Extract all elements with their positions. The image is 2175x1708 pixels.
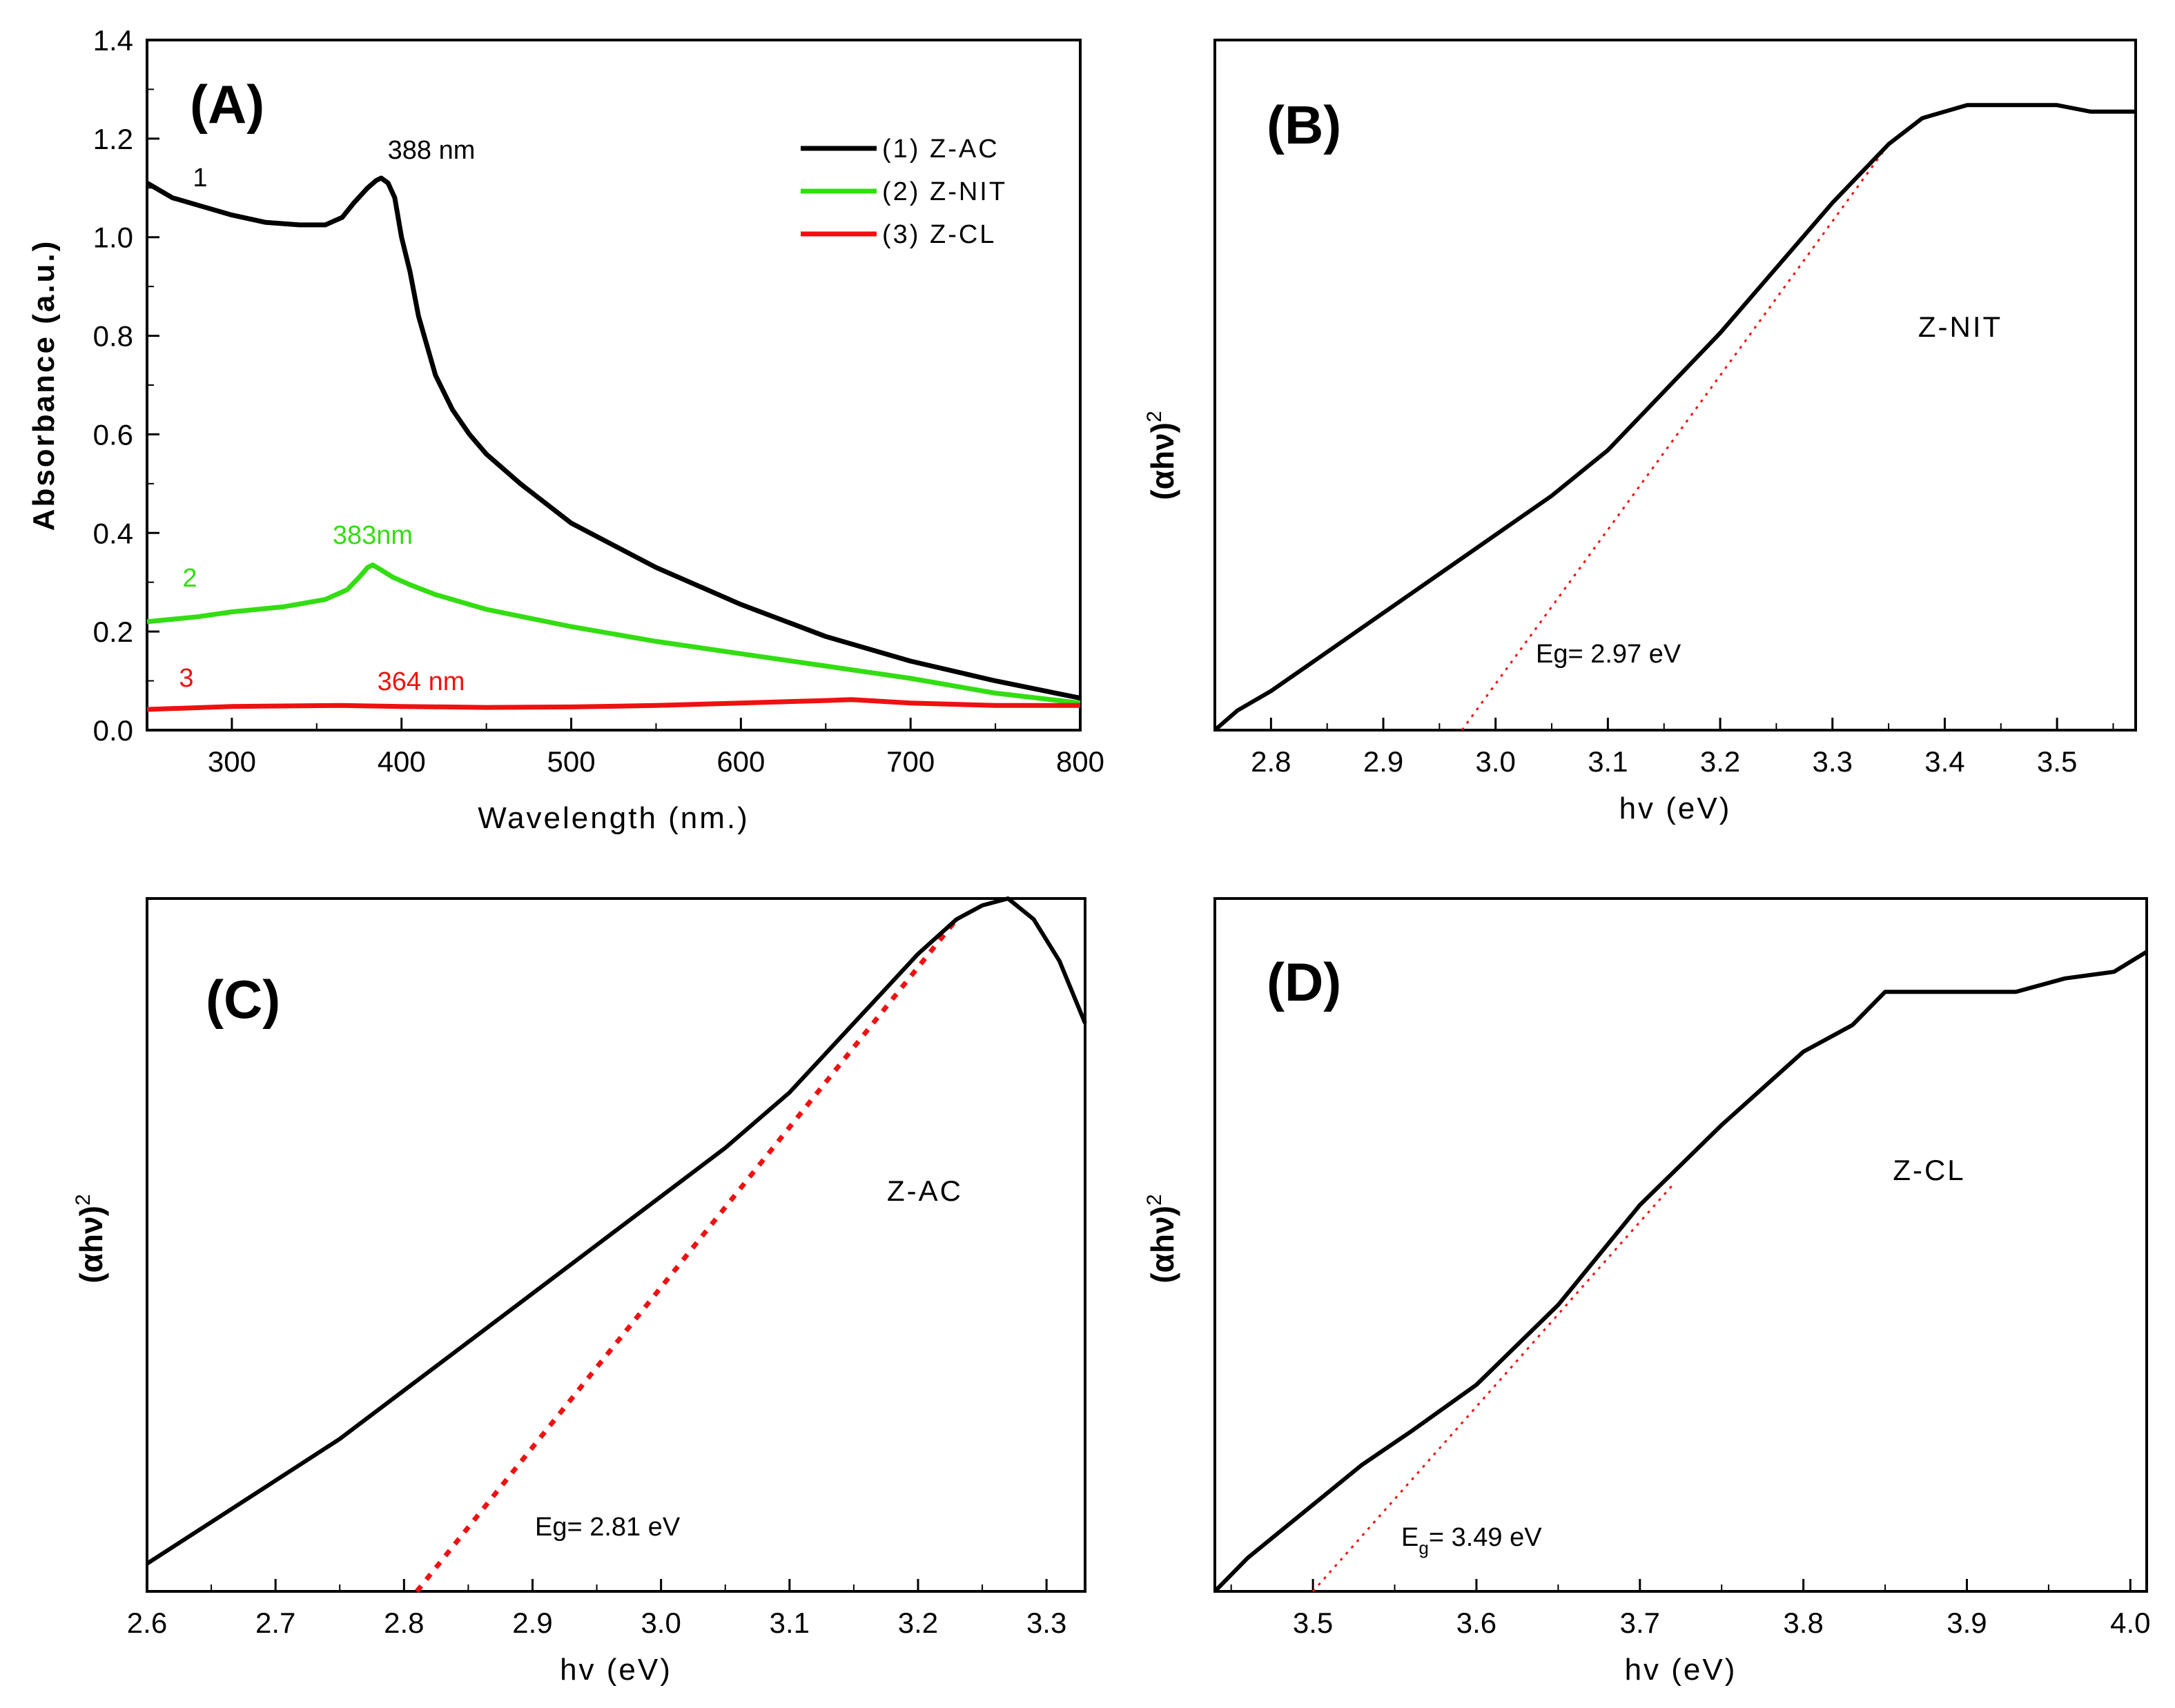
band-gap-annotation: Eg= 2.97 eV	[1536, 640, 1681, 669]
band-gap-annotation: Eg= 3.49 eV	[1401, 1523, 1542, 1558]
x-tick-label: 3.4	[1924, 745, 1964, 778]
peak-annotation: 364 nm	[378, 667, 465, 696]
y-axis-title: (αhν)2	[1143, 411, 1180, 500]
band-gap-annotation: Eg= 2.81 eV	[535, 1513, 681, 1542]
x-axis-title: hv (eV)	[1619, 792, 1732, 825]
fit-line	[415, 917, 959, 1593]
x-tick-label: 3.5	[2037, 745, 2077, 778]
x-axis-title: Wavelength (nm.)	[478, 801, 750, 835]
series-line	[146, 896, 1087, 1566]
x-tick-label: 3.8	[1783, 1607, 1823, 1639]
series-line	[146, 175, 1081, 701]
x-tick-label: 4.0	[2110, 1607, 2150, 1639]
x-tick-label: 3.1	[1588, 745, 1628, 778]
sample-label: Z-CL	[1893, 1154, 1965, 1186]
panel-label: (B)	[1267, 95, 1341, 155]
x-tick-label: 500	[547, 745, 596, 778]
legend-entry: (2) Z-NIT	[882, 177, 1007, 206]
y-tick-label: 0.0	[93, 714, 133, 747]
sample-label: Z-AC	[887, 1175, 963, 1207]
x-tick-label: 3.7	[1620, 1607, 1660, 1639]
x-axis-title: hv (eV)	[1625, 1653, 1737, 1687]
sample-label: Z-NIT	[1918, 311, 2002, 343]
band-gap-symbol: E	[1401, 1523, 1418, 1552]
x-tick-label: 3.2	[1700, 745, 1740, 778]
peak-annotation: 383nm	[333, 521, 413, 550]
x-tick-label: 300	[208, 745, 256, 778]
x-axis-title: hv (eV)	[560, 1653, 672, 1687]
x-tick-label: 3.0	[1476, 745, 1516, 778]
panel-c: 2.6 2.7 2.8 2.9 3.0 3.1 3.2 3.3 hv (eV) (αhν)2 (C)…	[72, 896, 1087, 1687]
y-tick-label: 0.2	[93, 616, 133, 648]
series-number-label: 2	[182, 564, 197, 593]
band-gap-subscript: g	[1418, 1538, 1428, 1558]
x-tick-label: 2.6	[127, 1607, 167, 1639]
series-line	[1213, 103, 2136, 732]
series-line	[146, 697, 1080, 712]
y-axis-title-exponent: 2	[1143, 411, 1166, 422]
x-tick-label: 2.8	[1251, 745, 1291, 778]
x-tick-label: 3.6	[1456, 1607, 1496, 1639]
panel-a: 0.0 0.2 0.4 0.6 0.8 1.0 1.2 1.4 300 400 500 600 700 8…	[27, 24, 1104, 835]
y-axis-title-exponent: 2	[1143, 1194, 1166, 1206]
x-tick-label: 3.9	[1947, 1607, 1987, 1639]
x-tick-label: 3.1	[770, 1607, 810, 1639]
x-tick-label: 3.3	[1026, 1607, 1066, 1639]
legend-entry: (3) Z-CL	[882, 220, 996, 249]
x-tick-label: 2.9	[1363, 745, 1403, 778]
plot-frame	[146, 897, 1086, 1593]
legend: (1) Z-AC (2) Z-NIT (3) Z-CL	[801, 135, 1007, 249]
plot-frame	[1213, 39, 2137, 732]
series-line	[146, 562, 1081, 706]
series-number-label: 1	[193, 164, 207, 193]
plot-frame	[1213, 897, 2148, 1593]
y-tick-label: 0.6	[93, 418, 133, 451]
y-axis-title: (αhν)2	[1143, 1194, 1180, 1283]
peak-annotation: 388 nm	[388, 136, 476, 165]
x-tick-label: 700	[886, 745, 935, 778]
y-axis-title-exponent: 2	[72, 1194, 95, 1206]
y-tick-label: 1.4	[93, 24, 133, 57]
y-tick-label: 1.2	[93, 123, 133, 155]
y-tick-label: 0.8	[93, 320, 133, 353]
x-tick-label: 3.5	[1293, 1607, 1333, 1639]
x-tick-label: 2.9	[512, 1607, 552, 1639]
x-tick-label: 600	[716, 745, 765, 778]
panel-label: (A)	[190, 74, 264, 135]
x-tick-label: 3.0	[641, 1607, 681, 1639]
panel-d: 3.5 3.6 3.7 3.8 3.9 4.0 hv (eV) (αhν)2 (D) Z-CL Eg…	[1143, 897, 2151, 1687]
legend-entry: (1) Z-AC	[882, 135, 999, 164]
y-axis-title: Absorbance (a.u.)	[27, 239, 61, 531]
series-number-label: 3	[179, 664, 193, 693]
series-line	[1213, 950, 2148, 1593]
x-tick-label: 2.7	[255, 1607, 295, 1639]
panel-b: 2.8 2.9 3.0 3.1 3.2 3.3 3.4 3.5 hv (eV) (αhν)2 (B)…	[1143, 39, 2137, 825]
y-axis-title: (αhν)2	[72, 1194, 109, 1283]
panel-label: (D)	[1267, 952, 1341, 1012]
x-tick-label: 2.8	[384, 1607, 424, 1639]
x-tick-label: 400	[378, 745, 426, 778]
y-tick-label: 0.4	[93, 517, 133, 549]
x-tick-label: 800	[1056, 745, 1104, 778]
panel-label: (C)	[206, 969, 280, 1030]
x-tick-label: 3.3	[1813, 745, 1853, 778]
y-tick-label: 1.0	[93, 222, 133, 254]
band-gap-value: = 3.49 eV	[1429, 1523, 1542, 1552]
x-tick-label: 3.2	[898, 1607, 938, 1639]
